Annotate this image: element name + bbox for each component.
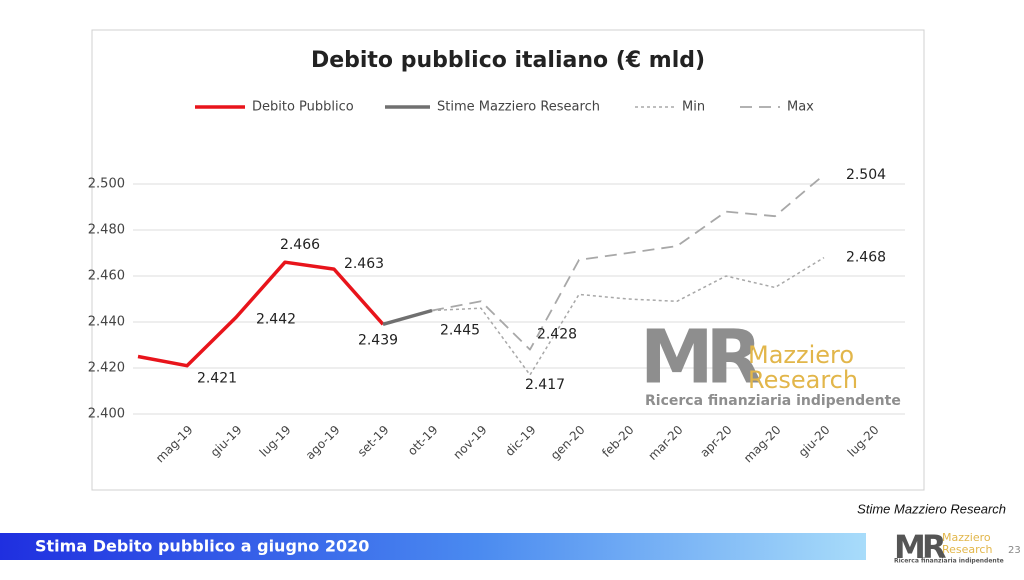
- watermark: MR Mazziero Research Ricerca finanziaria…: [640, 315, 901, 410]
- watermark-line2: Research: [748, 366, 858, 394]
- legend-label: Stime Mazziero Research: [437, 100, 600, 115]
- legend-label: Max: [787, 100, 814, 115]
- footer-bar: [0, 533, 866, 560]
- logo-line2: Research: [942, 543, 992, 556]
- y-tick-label: 2.440: [88, 315, 125, 330]
- data-label: 2.428: [537, 327, 577, 343]
- legend-label: Min: [682, 100, 705, 115]
- data-label: 2.504: [846, 167, 886, 183]
- logo-initials: MR: [894, 528, 946, 566]
- series-line: [382, 308, 433, 326]
- watermark-initials: MR: [640, 315, 762, 401]
- data-label: 2.417: [525, 377, 565, 393]
- page-number: 23: [1008, 545, 1021, 556]
- data-label: 2.439: [358, 332, 398, 348]
- legend-label: Debito Pubblico: [252, 100, 354, 115]
- data-label: 2.463: [344, 256, 384, 272]
- data-label: 2.421: [197, 371, 237, 387]
- footer-logo: MR Mazziero Research Ricerca finanziaria…: [894, 528, 1004, 566]
- y-tick-label: 2.400: [88, 407, 125, 422]
- logo-line1: Mazziero: [942, 531, 991, 544]
- data-label: 2.466: [280, 237, 320, 253]
- series-line: [431, 174, 825, 351]
- y-tick-label: 2.480: [88, 223, 125, 238]
- footer-title: Stima Debito pubblico a giugno 2020: [35, 537, 369, 556]
- data-label: 2.468: [846, 250, 886, 266]
- y-tick-label: 2.420: [88, 361, 125, 376]
- data-label: 2.445: [440, 323, 480, 339]
- watermark-tagline: Ricerca finanziaria indipendente: [645, 393, 901, 409]
- footnote: Stime Mazziero Research: [857, 501, 1006, 516]
- y-tick-label: 2.460: [88, 269, 125, 284]
- series-line: [137, 260, 385, 368]
- watermark-line1: Mazziero: [748, 341, 854, 369]
- y-tick-label: 2.500: [88, 177, 125, 192]
- data-label: 2.442: [256, 311, 296, 327]
- logo-tagline: Ricerca finanziaria indipendente: [894, 558, 1004, 565]
- chart-title: Debito pubblico italiano (€ mld): [311, 48, 705, 73]
